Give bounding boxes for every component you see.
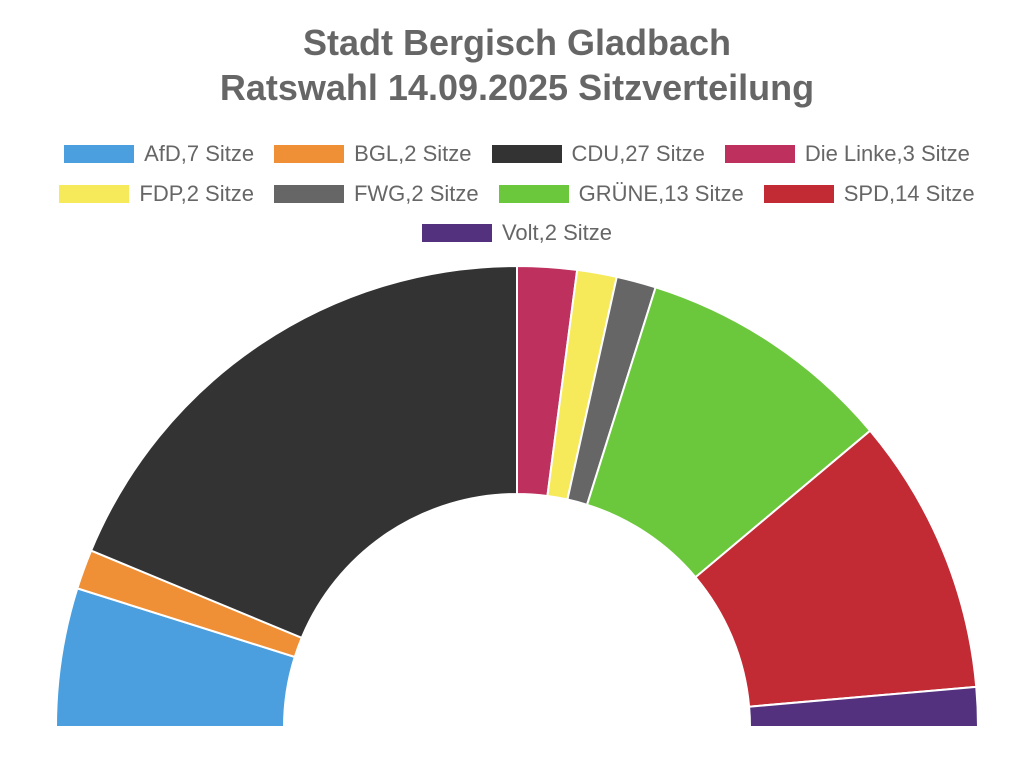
slice-volt [748,685,980,728]
legend-item-cdu[interactable]: CDU,27 Sitze [491,141,705,166]
legend-swatch-fwg [273,184,344,203]
seat-distribution-chart [54,264,980,728]
legend-label-cdu: CDU,27 Sitze [571,141,705,166]
legend-label-grune: GRÜNE,13 Sitze [578,180,744,206]
chart-title-line-2: Ratswahl 14.09.2025 Sitzverteilung [219,67,815,108]
legend-swatch-volt [421,224,492,242]
legend-item-afd[interactable]: AfD,7 Sitze [64,142,254,166]
legend-item-fwg[interactable]: FWG,2 Sitze [273,180,479,206]
legend-row-2: FDP,2 Sitze FWG,2 Sitze GRÜNE,13 Sitze S… [4,180,1030,206]
chart-title-line-1: Stadt Bergisch Gladbach [302,22,732,63]
legend-swatch-fdp [59,184,130,203]
chart-legend: AfD,7 Sitze BGL,2 Sitze CDU,27 Sitze Die… [4,142,1030,245]
legend-swatch-afd [64,145,135,163]
legend-item-fdp[interactable]: FDP,2 Sitze [59,180,254,206]
legend-item-die-linke[interactable]: Die Linke,3 Sitze [724,141,970,166]
legend-label-volt: Volt,2 Sitze [501,220,613,245]
legend-label-bgl: BGL,2 Sitze [354,141,472,166]
legend-label-fdp: FDP,2 Sitze [139,180,254,206]
legend-swatch-grune [498,184,569,203]
legend-label-afd: AfD,7 Sitze [144,141,255,166]
legend-item-spd[interactable]: SPD,14 Sitze [763,180,975,206]
chart-title: Stadt Bergisch Gladbach Ratswahl 14.09.2… [4,20,1030,110]
legend-swatch-bgl [274,145,345,163]
legend-swatch-die-linke [724,145,795,163]
legend-label-spd: SPD,14 Sitze [843,180,975,206]
legend-item-volt[interactable]: Volt,2 Sitze [421,220,613,245]
legend-swatch-cdu [491,145,562,163]
legend-label-die-linke: Die Linke,3 Sitze [804,141,970,166]
legend-row-3: Volt,2 Sitze [4,221,1030,245]
legend-row-1: AfD,7 Sitze BGL,2 Sitze CDU,27 Sitze Die… [4,142,1030,166]
legend-item-grune[interactable]: GRÜNE,13 Sitze [498,180,744,206]
legend-label-fwg: FWG,2 Sitze [353,180,479,206]
legend-item-bgl[interactable]: BGL,2 Sitze [274,141,472,166]
legend-swatch-spd [763,184,834,203]
slice-cdu [89,264,518,640]
